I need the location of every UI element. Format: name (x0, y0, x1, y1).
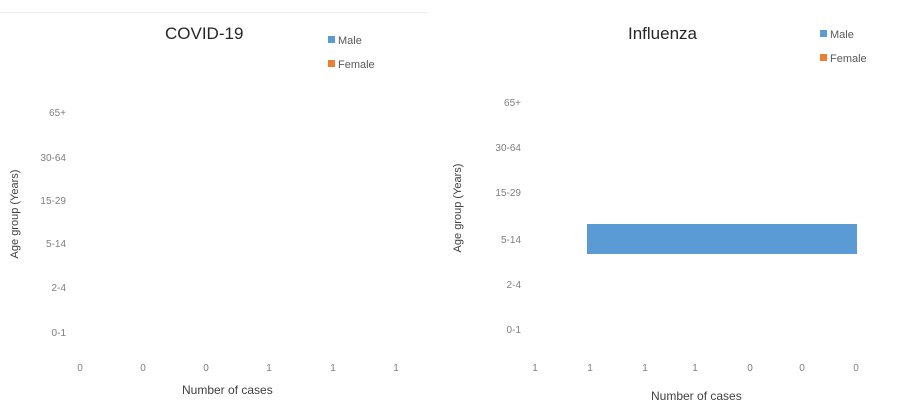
x-tick-label: 0 (799, 363, 805, 374)
y-tick-label: 30-64 (495, 143, 521, 154)
y-tick-label: 15-29 (40, 196, 66, 207)
legend-label-male: Male (830, 29, 854, 41)
y-tick-label: 2-4 (52, 283, 67, 294)
plot-area: 65+ 30-64 15-29 5-14 2-4 0-1 1 1 1 1 0 0 0 (495, 98, 859, 374)
x-tick-label: 1 (532, 363, 538, 374)
legend-male: Male (820, 29, 854, 41)
x-tick-label: 1 (266, 363, 272, 374)
y-tick-label: 65+ (504, 98, 521, 109)
x-tick-label: 1 (692, 363, 698, 374)
legend-label-female: Female (338, 59, 375, 71)
legend-female: Female (328, 59, 375, 71)
bar-male-5-14 (587, 224, 857, 254)
legend-label-male: Male (338, 35, 362, 47)
legend-female: Female (820, 53, 867, 65)
y-tick-label: 65+ (49, 108, 66, 119)
x-tick-label: 0 (853, 363, 859, 374)
divider-line (0, 12, 428, 13)
x-tick-label: 0 (77, 363, 83, 374)
legend-male: Male (328, 35, 362, 47)
y-tick-label: 30-64 (40, 153, 66, 164)
x-tick-label: 1 (587, 363, 593, 374)
y-tick-label: 5-14 (501, 235, 521, 246)
y-tick-label: 0-1 (507, 325, 522, 336)
legend-swatch-female (328, 60, 335, 67)
legend-label-female: Female (830, 53, 867, 65)
x-axis-title: Number of cases (182, 383, 273, 397)
covid-chart: COVID-19 Male Female Age group (Years) N… (0, 0, 440, 413)
legend-swatch-female (820, 54, 827, 61)
x-tick-label: 1 (393, 363, 399, 374)
legend-swatch-male (820, 30, 827, 37)
x-tick-label: 0 (140, 363, 146, 374)
plot-area: 65+ 30-64 15-29 5-14 2-4 0-1 0 0 0 1 1 1 (40, 108, 399, 374)
x-tick-label: 0 (747, 363, 753, 374)
y-tick-label: 5-14 (46, 239, 66, 250)
x-tick-label: 1 (642, 363, 648, 374)
legend-swatch-male (328, 36, 335, 43)
y-tick-label: 2-4 (507, 280, 522, 291)
x-tick-label: 1 (330, 363, 336, 374)
x-tick-label: 0 (203, 363, 209, 374)
y-tick-label: 15-29 (495, 188, 521, 199)
x-axis-title: Number of cases (651, 389, 742, 403)
influenza-chart: Influenza Male Female Age group (Years) … (445, 0, 897, 413)
chart-title: COVID-19 (165, 24, 244, 43)
y-tick-label: 0-1 (52, 328, 67, 339)
chart-title: Influenza (628, 24, 697, 43)
